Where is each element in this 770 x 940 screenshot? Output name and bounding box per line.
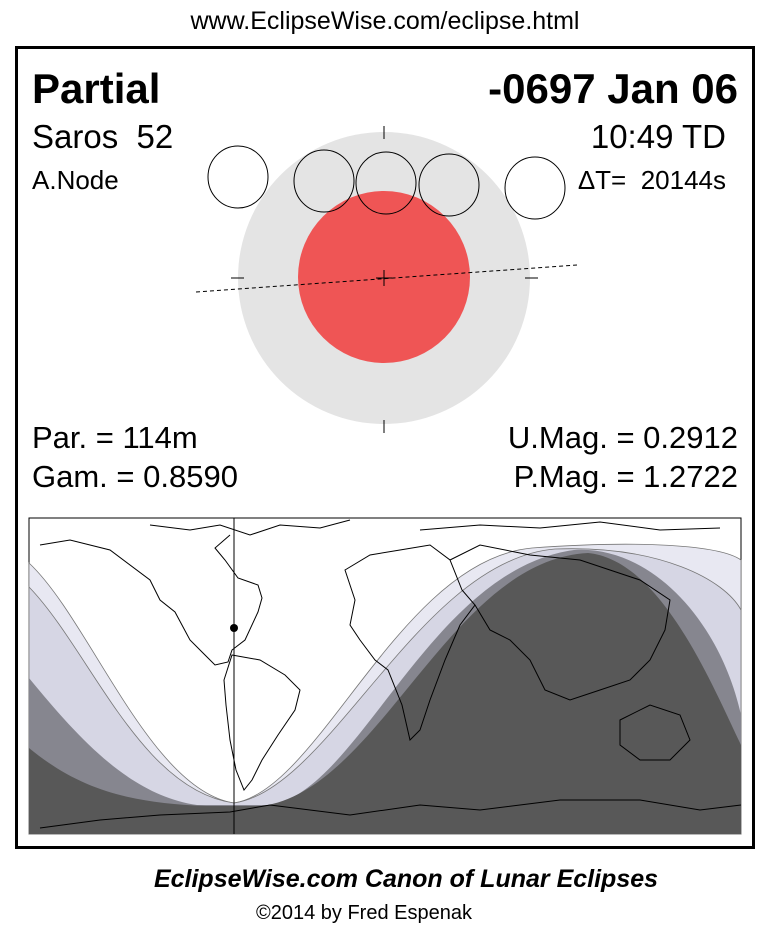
moon-p4 [504,156,566,220]
url-header: www.EclipseWise.com/eclipse.html [190,7,580,35]
footer-title: EclipseWise.com Canon of Lunar Eclipses [153,865,659,893]
copyright: ©2014 by Fred Espenak [256,902,472,924]
penumbral-magnitude: P.Mag. = 1.2722 [513,459,738,494]
ecliptic-path [195,264,578,293]
coastlines [39,519,742,829]
eclipse-type: Partial [32,65,161,112]
gamma: Gam. = 0.8590 [32,459,238,494]
moon-greatest [355,151,417,215]
greatest-eclipse-point [230,624,238,632]
eclipse-time: 10:49 TD [590,118,726,155]
partial-duration: Par. = 114m [32,420,198,455]
delta-t: ΔT= 20144s [577,165,726,195]
moon-u4 [418,153,480,217]
axis-ticks [231,126,538,433]
map-zone-4 [29,553,741,834]
eclipse-date: -0697 Jan 06 [488,65,738,112]
moon-p1 [207,145,269,209]
visibility-map [28,517,742,835]
umbral-magnitude: U.Mag. = 0.2912 [507,420,738,455]
node: A.Node [32,165,119,195]
saros-number: Saros 52 [32,118,174,155]
diagram-frame [15,46,755,849]
moon-u1 [293,149,355,213]
